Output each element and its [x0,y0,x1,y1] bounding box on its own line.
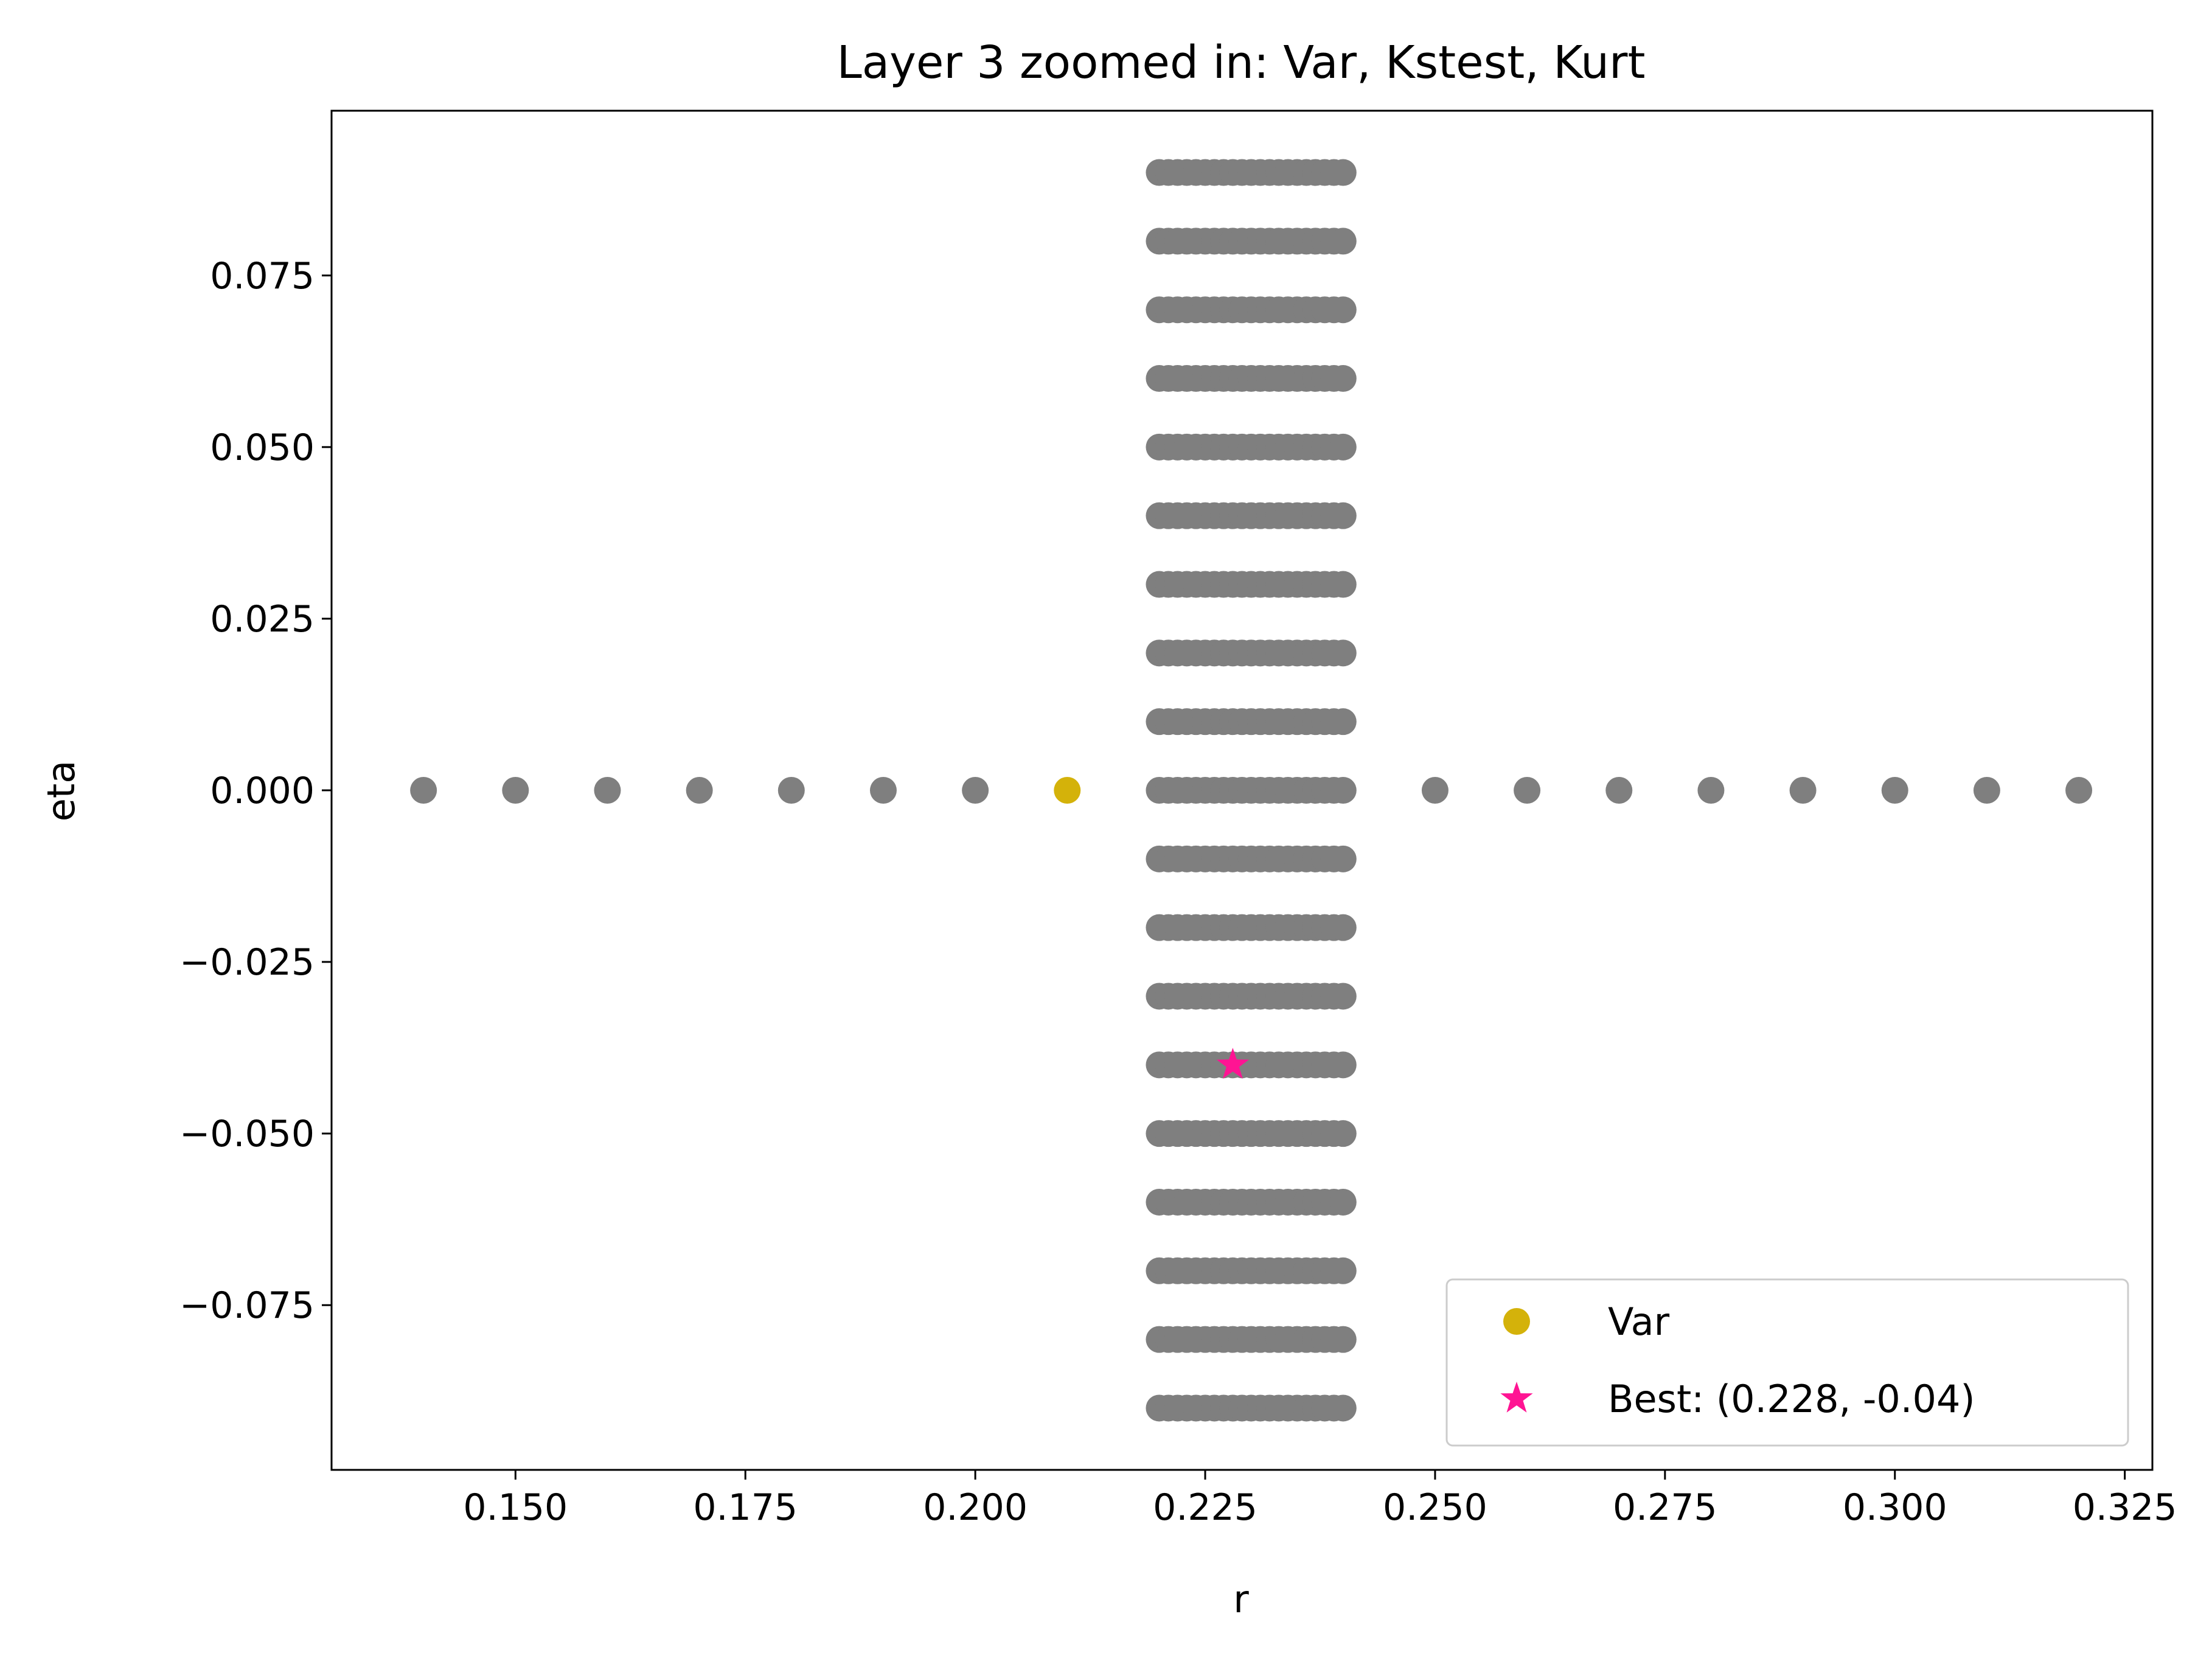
grid-point [410,777,437,804]
x-tick-label: 0.325 [2073,1486,2177,1529]
legend-box [1445,1278,2129,1447]
legend-circle-icon [1503,1308,1530,1335]
y-tick-label: 0.075 [210,255,315,298]
grid-point [1329,914,1357,941]
x-tick-label: 0.225 [1153,1486,1257,1529]
data-points [410,159,2093,1422]
grid-point [1881,777,1908,804]
grid-point [502,777,529,804]
grid-point [777,777,805,804]
grid-point [1329,228,1357,255]
grid-point [1329,983,1357,1010]
grid-point [1329,845,1357,872]
x-tick-label: 0.150 [463,1486,568,1529]
grid-point [1421,777,1449,804]
grid-point [1789,777,1817,804]
best-point-marker [1216,1048,1249,1079]
grid-point [1329,1257,1357,1284]
grid-point [1329,502,1357,529]
grid-point [1973,777,2000,804]
chart-title: Layer 3 zoomed in: Var, Kstest, Kurt [837,37,1646,89]
legend-label: Best: (0.228, -0.04) [1608,1377,1975,1421]
grid-point [1329,1051,1357,1079]
y-axis: −0.075 −0.050 −0.025 0.000 0.025 0.050 0.075 [179,255,332,1327]
x-tick-label: 0.200 [923,1486,1028,1529]
grid-point [1329,708,1357,736]
y-tick-label: −0.050 [179,1113,315,1155]
y-tick-label: −0.075 [179,1284,315,1327]
grid-point [1329,365,1357,392]
grid-point [1329,296,1357,324]
grid-point [869,777,897,804]
y-tick-label: −0.025 [179,941,315,984]
grid-point [1329,571,1357,598]
var-point-marker [1054,777,1081,804]
y-axis-label: eta [39,760,83,821]
grid-point [1329,777,1357,804]
legend-star-icon [1500,1382,1533,1413]
grid-point [1514,777,1541,804]
grid-point [1329,639,1357,667]
grid-point [1329,159,1357,186]
x-axis: 0.150 0.175 0.200 0.225 0.250 0.275 0.300 0.325 [463,1470,2177,1529]
x-tick-label: 0.175 [693,1486,798,1529]
y-tick-label: 0.000 [210,770,315,812]
legend: Var Best: (0.228, -0.04) [1445,1278,2129,1447]
x-axis-label: r [1233,1577,1249,1621]
legend-label: Var [1608,1300,1670,1344]
x-tick-label: 0.250 [1383,1486,1487,1529]
grid-point [2065,777,2093,804]
x-tick-label: 0.300 [1843,1486,1947,1529]
y-tick-label: 0.025 [210,598,315,641]
legend-entries: Var Best: (0.228, -0.04) [1500,1300,1975,1421]
grid-point [686,777,713,804]
grid-point [1329,1188,1357,1216]
grid-point [1697,777,1725,804]
grid-point [594,777,621,804]
grid-point [962,777,989,804]
y-tick-label: 0.050 [210,426,315,469]
grid-point [1329,1120,1357,1147]
grid-point [1329,1326,1357,1353]
x-tick-label: 0.275 [1613,1486,1717,1529]
grid-point [1329,1394,1357,1422]
grid-point [1605,777,1633,804]
grid-point [1329,433,1357,461]
